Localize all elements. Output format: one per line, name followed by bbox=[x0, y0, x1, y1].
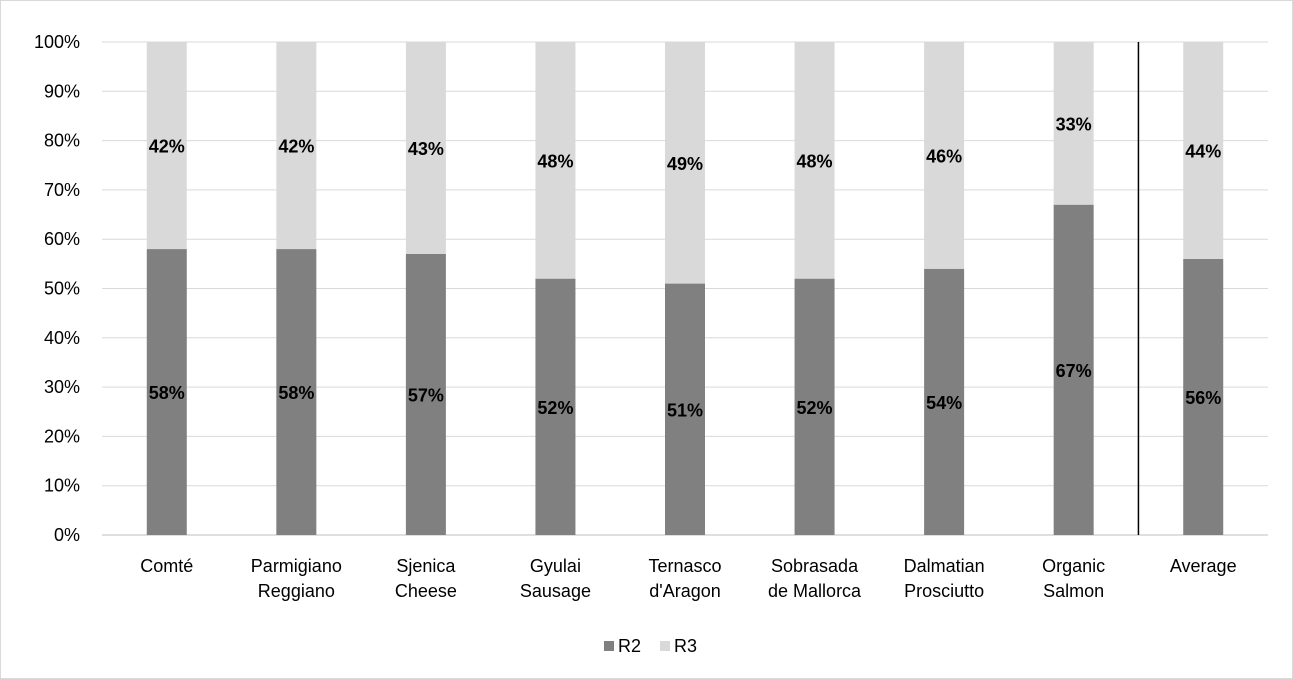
x-tick-label: Comté bbox=[140, 556, 193, 576]
x-tick-label: Ternasco d'Aragon bbox=[648, 556, 721, 601]
y-tick-label: 90% bbox=[44, 81, 80, 101]
data-label: 54% bbox=[926, 393, 962, 413]
data-labels: 58% 42% 58% 42% 57% 43% 52% 48% 51% 49% 52% 48% 54% 4… bbox=[149, 114, 1221, 420]
bar-r3 bbox=[405, 42, 446, 254]
x-tick-label: Parmigiano Reggiano bbox=[251, 556, 342, 601]
legend-label-r2: R2 bbox=[618, 636, 641, 656]
bar-r3 bbox=[794, 42, 835, 279]
legend-swatch-r2 bbox=[604, 641, 614, 651]
y-axis: 0% 10% 20% 30% 40% 50% 60% 70% 80% 90% 100% bbox=[34, 32, 80, 545]
x-tick-label: Dalmatian Prosciutto bbox=[904, 556, 985, 601]
bar-r2 bbox=[535, 278, 576, 535]
y-tick-label: 40% bbox=[44, 328, 80, 348]
data-label: 42% bbox=[149, 137, 185, 157]
bar-r2 bbox=[1053, 204, 1094, 535]
y-tick-label: 60% bbox=[44, 229, 80, 249]
legend-label-r3: R3 bbox=[674, 636, 697, 656]
data-label: 52% bbox=[537, 398, 573, 418]
data-label: 48% bbox=[797, 151, 833, 171]
bar-r3 bbox=[276, 42, 317, 250]
legend-swatch-r3 bbox=[660, 641, 670, 651]
x-tick-label: Organic Salmon bbox=[1042, 556, 1105, 601]
data-label: 58% bbox=[149, 383, 185, 403]
data-label: 57% bbox=[408, 385, 444, 405]
y-tick-label: 30% bbox=[44, 377, 80, 397]
bar-r2 bbox=[924, 268, 965, 535]
bar-r2 bbox=[665, 283, 705, 535]
data-label: 33% bbox=[1056, 114, 1092, 134]
bar-r3 bbox=[1183, 42, 1224, 259]
y-tick-label: 50% bbox=[44, 279, 80, 299]
data-label: 48% bbox=[537, 151, 573, 171]
data-label: 42% bbox=[278, 137, 314, 157]
data-label: 49% bbox=[667, 154, 703, 174]
y-tick-label: 80% bbox=[44, 131, 80, 151]
data-label: 56% bbox=[1185, 388, 1221, 408]
bar-r2 bbox=[405, 253, 446, 536]
data-label: 44% bbox=[1185, 141, 1221, 161]
legend: R2 R3 bbox=[604, 636, 697, 656]
bar-r2 bbox=[276, 249, 317, 535]
bar-r2 bbox=[146, 249, 187, 535]
x-tick-label: Sobrasada de Mallorca bbox=[768, 556, 862, 601]
bars bbox=[146, 42, 1224, 536]
x-axis: Comté Parmigiano Reggiano Sjenica Cheese Gyul… bbox=[140, 556, 1236, 601]
bar-r3 bbox=[146, 42, 187, 250]
data-label: 51% bbox=[667, 400, 703, 420]
bar-r3 bbox=[924, 42, 965, 269]
data-label: 58% bbox=[278, 383, 314, 403]
bar-r3 bbox=[535, 42, 576, 279]
data-label: 43% bbox=[408, 139, 444, 159]
x-tick-label: Sjenica Cheese bbox=[395, 556, 457, 601]
y-tick-label: 70% bbox=[44, 180, 80, 200]
x-tick-label: Average bbox=[1170, 556, 1237, 576]
data-label: 52% bbox=[797, 398, 833, 418]
y-tick-label: 20% bbox=[44, 426, 80, 446]
bar-r3 bbox=[665, 42, 705, 284]
bar-r2 bbox=[794, 278, 835, 535]
y-tick-label: 100% bbox=[34, 32, 80, 52]
y-tick-label: 0% bbox=[54, 525, 80, 545]
x-tick-label: Gyulai Sausage bbox=[520, 556, 591, 601]
data-label: 67% bbox=[1056, 361, 1092, 381]
bar-r3 bbox=[1053, 42, 1094, 205]
bar-r2 bbox=[1183, 258, 1224, 535]
y-tick-label: 10% bbox=[44, 476, 80, 496]
data-label: 46% bbox=[926, 146, 962, 166]
